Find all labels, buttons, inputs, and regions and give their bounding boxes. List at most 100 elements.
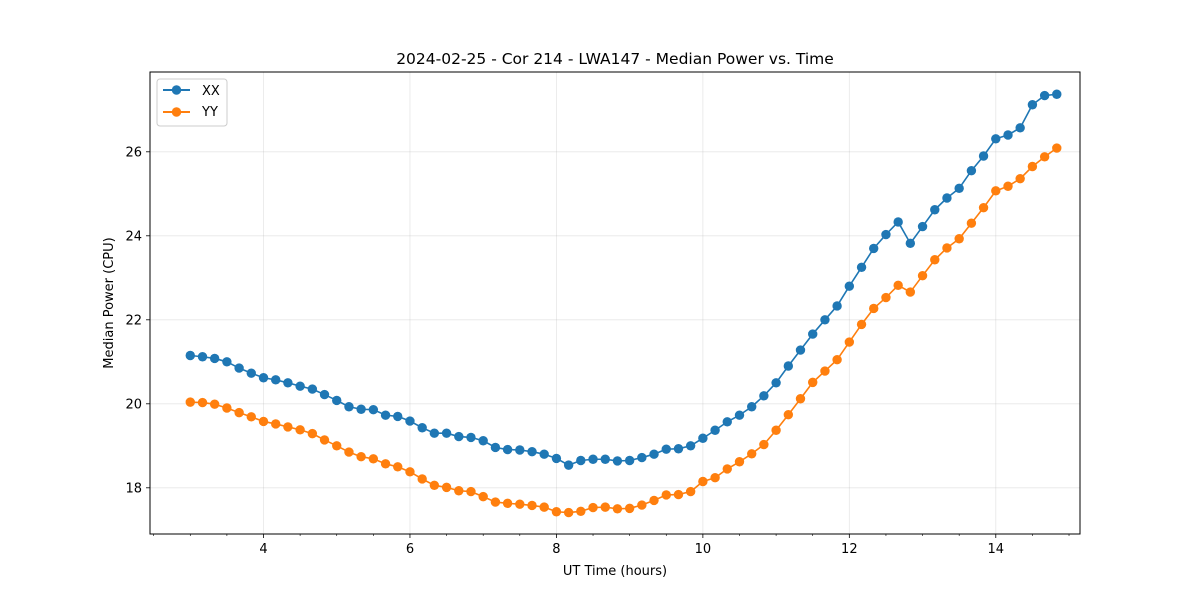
- data-point-xx: [332, 395, 342, 406]
- data-point-yy: [222, 403, 232, 413]
- data-point-yy: [942, 243, 952, 253]
- grid: [150, 72, 1080, 534]
- data-point-xx: [808, 329, 818, 339]
- data-point-xx: [319, 389, 330, 400]
- data-point-yy: [283, 422, 293, 432]
- data-point-yy: [527, 500, 537, 511]
- data-point-yy: [917, 271, 928, 281]
- data-point-xx: [844, 281, 855, 291]
- series-yy: [185, 143, 1062, 518]
- data-point-yy: [966, 218, 977, 228]
- data-point-xx: [893, 217, 903, 227]
- data-point-yy: [405, 467, 415, 477]
- data-point-yy: [466, 486, 476, 497]
- y-tick-label: 24: [125, 229, 142, 244]
- x-tick-label: 4: [259, 542, 267, 557]
- data-point-yy: [991, 186, 1001, 196]
- data-point-yy: [356, 452, 366, 462]
- data-point-yy: [600, 502, 610, 512]
- data-point-xx: [527, 446, 537, 457]
- data-point-yy: [1027, 161, 1038, 172]
- data-point-yy: [905, 287, 916, 297]
- data-point-yy: [307, 428, 318, 439]
- legend-label-yy: YY: [201, 105, 218, 120]
- data-point-xx: [917, 221, 928, 232]
- data-point-yy: [258, 416, 269, 427]
- data-point-xx: [637, 452, 647, 463]
- y-axis-label: Median Power (CPU): [102, 237, 117, 368]
- data-point-xx: [429, 428, 440, 438]
- data-point-xx: [234, 363, 244, 373]
- data-point-xx: [380, 410, 391, 420]
- data-point-yy: [893, 280, 903, 291]
- chart-title: 2024-02-25 - Cor 214 - LWA147 - Median P…: [396, 50, 834, 68]
- data-point-xx: [698, 433, 708, 443]
- data-point-yy: [783, 410, 794, 420]
- data-point-xx: [283, 378, 293, 388]
- data-point-xx: [1027, 100, 1038, 110]
- data-point-yy: [478, 491, 488, 502]
- data-point-yy: [624, 503, 635, 514]
- data-point-xx: [624, 455, 635, 466]
- data-point-yy: [1015, 173, 1025, 184]
- data-point-yy: [368, 454, 379, 464]
- data-point-xx: [356, 404, 366, 414]
- data-point-xx: [771, 378, 781, 388]
- data-point-xx: [271, 375, 281, 385]
- data-point-yy: [246, 412, 256, 422]
- legend: XX YY: [156, 78, 228, 127]
- data-point-xx: [563, 460, 574, 470]
- data-point-yy: [661, 490, 671, 500]
- data-point-xx: [478, 436, 488, 446]
- data-point-yy: [612, 504, 623, 514]
- data-point-xx: [588, 454, 598, 464]
- data-point-xx: [673, 444, 684, 454]
- data-point-xx: [576, 455, 586, 466]
- data-point-yy: [295, 425, 305, 435]
- data-point-yy: [673, 489, 684, 500]
- data-point-yy: [1039, 152, 1050, 162]
- x-tick-label: 6: [406, 542, 414, 557]
- data-point-yy: [759, 439, 769, 450]
- data-point-yy: [490, 497, 501, 507]
- data-point-xx: [393, 411, 403, 422]
- data-point-yy: [832, 355, 842, 365]
- data-point-yy: [441, 482, 452, 493]
- plot-frame: [149, 71, 1081, 535]
- data-point-yy: [637, 500, 647, 510]
- data-point-yy: [869, 303, 879, 314]
- data-point-xx: [502, 444, 513, 455]
- data-point-yy: [515, 499, 525, 509]
- data-point-xx: [197, 352, 208, 362]
- data-point-yy: [319, 435, 330, 445]
- data-point-xx: [759, 391, 769, 401]
- data-point-yy: [393, 462, 403, 472]
- data-point-xx: [954, 183, 964, 194]
- data-point-xx: [600, 454, 610, 464]
- data-point-yy: [856, 319, 867, 330]
- data-point-xx: [991, 134, 1001, 144]
- data-point-yy: [271, 419, 281, 429]
- data-point-yy: [954, 234, 964, 244]
- x-tick-label: 14: [988, 542, 1005, 557]
- data-point-yy: [185, 397, 195, 407]
- data-point-yy: [417, 474, 427, 484]
- data-point-yy: [978, 202, 989, 213]
- y-tick-label: 26: [125, 145, 142, 160]
- data-point-yy: [698, 476, 708, 487]
- data-point-xx: [417, 423, 427, 433]
- data-point-xx: [344, 402, 354, 412]
- data-point-xx: [1052, 89, 1062, 99]
- data-point-xx: [368, 404, 379, 415]
- data-point-xx: [685, 441, 696, 451]
- data-point-xx: [295, 381, 305, 391]
- plot-series: [185, 89, 1062, 518]
- data-point-xx: [1003, 130, 1013, 140]
- x-tick-label: 10: [695, 542, 712, 557]
- x-tick-label: 8: [552, 542, 560, 557]
- y-tick-label: 22: [125, 313, 142, 328]
- data-point-xx: [490, 442, 501, 453]
- data-point-yy: [795, 394, 806, 404]
- data-point-yy: [734, 457, 745, 467]
